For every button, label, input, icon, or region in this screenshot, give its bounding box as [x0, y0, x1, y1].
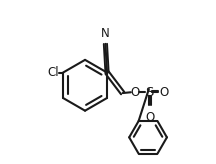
Text: O: O [130, 86, 140, 99]
Text: S: S [145, 86, 153, 99]
Text: O: O [160, 86, 169, 99]
Text: Cl: Cl [47, 66, 59, 79]
Text: O: O [145, 111, 154, 124]
Text: N: N [101, 27, 110, 40]
